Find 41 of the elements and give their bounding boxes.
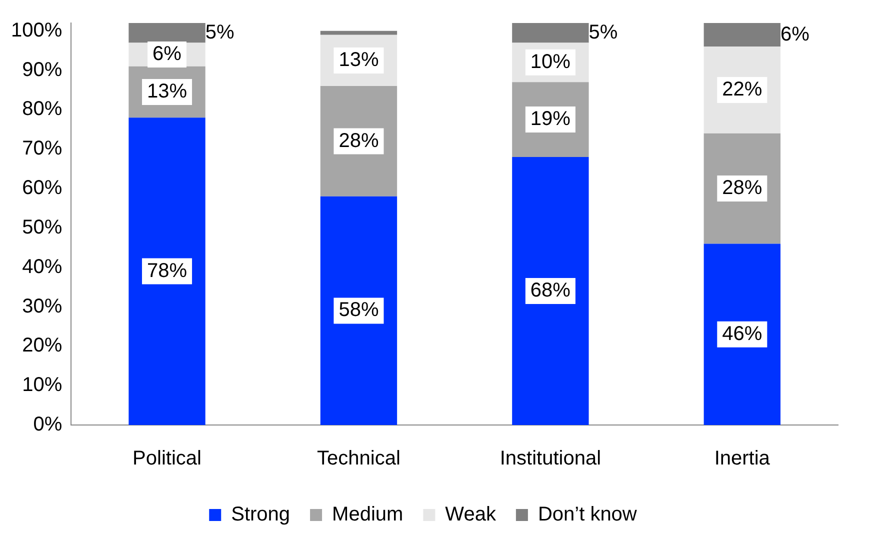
data-label: 5% xyxy=(205,21,234,44)
bar xyxy=(704,244,780,425)
x-tick-label: Technical xyxy=(317,448,400,470)
bar xyxy=(320,196,398,425)
data-label: 28% xyxy=(338,130,379,152)
y-tick-label: 50% xyxy=(22,216,62,238)
y-tick-label: 80% xyxy=(22,98,62,120)
legend-label: Medium xyxy=(332,504,404,526)
x-tick-label: Political xyxy=(132,448,202,470)
bar xyxy=(704,23,780,47)
y-tick-label: 40% xyxy=(22,256,62,278)
data-label: 6% xyxy=(152,43,182,66)
x-tick-label: Inertia xyxy=(714,448,771,470)
data-label: 58% xyxy=(338,299,379,322)
data-label: 78% xyxy=(146,260,188,282)
y-tick-label: 100% xyxy=(10,19,62,42)
data-label: 19% xyxy=(530,108,571,130)
data-label: 13% xyxy=(338,48,379,71)
x-tick-label: Institutional xyxy=(500,448,602,470)
y-tick-label: 90% xyxy=(22,58,62,81)
y-tick-label: 30% xyxy=(22,295,62,318)
bar xyxy=(512,157,589,425)
y-tick-label: 0% xyxy=(33,414,62,436)
y-tick-label: 10% xyxy=(22,374,62,396)
data-label: 22% xyxy=(722,78,762,101)
y-tick-label: 70% xyxy=(22,138,62,160)
y-tick-label: 60% xyxy=(22,177,62,200)
data-label: 13% xyxy=(146,80,188,102)
bar xyxy=(320,30,398,35)
y-tick-label: 20% xyxy=(22,334,62,357)
legend-label: Strong xyxy=(231,504,290,526)
data-label: 28% xyxy=(722,177,762,200)
legend-label: Weak xyxy=(445,504,497,526)
bar xyxy=(512,23,589,43)
data-label: 5% xyxy=(588,21,618,44)
data-label: 10% xyxy=(530,50,571,73)
data-label: 6% xyxy=(780,23,810,46)
data-label: 68% xyxy=(530,280,571,302)
legend-label: Don’t know xyxy=(538,504,638,526)
bar xyxy=(128,118,206,425)
data-label: 46% xyxy=(722,322,762,345)
